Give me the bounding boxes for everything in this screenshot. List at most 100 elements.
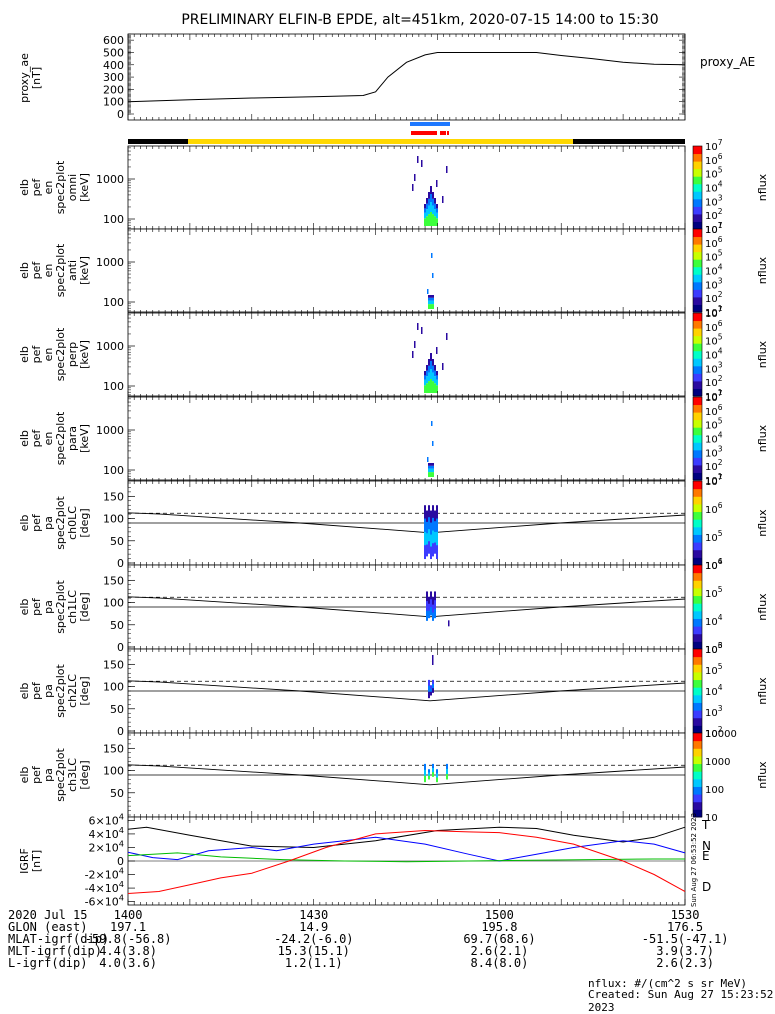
flux-pixel bbox=[428, 603, 430, 612]
colorbar-segment bbox=[693, 373, 702, 382]
flux-pixel bbox=[427, 457, 429, 462]
created-stamp: Created: Sun Aug 27 15:23:52 2023 bbox=[588, 988, 774, 1014]
ylabel-line: ch1LC bbox=[66, 590, 79, 624]
flux-pixel bbox=[432, 441, 434, 446]
colorbar-segment bbox=[693, 786, 702, 795]
flux-pixel bbox=[432, 655, 434, 665]
colorbar-segment bbox=[693, 511, 702, 520]
colorbar-segment bbox=[693, 710, 702, 719]
proxy-ae-ytick-label: 400 bbox=[103, 59, 124, 72]
flux-pixel bbox=[432, 359, 434, 366]
science-zone-bars bbox=[128, 122, 685, 144]
igrf-legend-E: E bbox=[702, 849, 710, 863]
flux-pixel bbox=[430, 468, 432, 473]
colorbar-tick-label: 103 bbox=[705, 360, 723, 375]
footer-row-value: 1400 bbox=[113, 908, 143, 922]
colorbar-segment bbox=[693, 519, 702, 528]
flux-pixel bbox=[436, 212, 438, 219]
ch1LC_pitch_angle-panel: 0 50 100 150 bbox=[103, 564, 686, 654]
flux-pixel bbox=[430, 691, 432, 696]
perp_spectrogram-panel: 100 1000 bbox=[96, 312, 686, 397]
proxy-ae-ytick-label: 300 bbox=[103, 71, 124, 84]
flux-pixel bbox=[434, 376, 436, 384]
ylabel-5: elb pef pa spec2plot ch0LC [deg] bbox=[18, 496, 91, 550]
panel-frame bbox=[127, 312, 686, 397]
flux-pixel bbox=[432, 612, 434, 621]
colorbar-tick-label: 107 bbox=[705, 138, 723, 153]
flux-pixel bbox=[430, 591, 432, 600]
ylabel-line: pa bbox=[42, 768, 55, 782]
flux-pixel bbox=[426, 370, 428, 377]
flux-pixel bbox=[432, 688, 434, 693]
colorbar-tick-label: 101 bbox=[705, 221, 723, 236]
plot-title: PRELIMINARY ELFIN-B EPDE, alt=451km, 202… bbox=[181, 12, 658, 28]
ylabel-line: [deg] bbox=[78, 760, 91, 789]
flux-pixel bbox=[432, 205, 434, 215]
flux-pixel bbox=[436, 777, 438, 783]
flux-pixel bbox=[426, 533, 428, 546]
footer-row-value: 2.6(2.3) bbox=[656, 956, 714, 970]
ylabel-line: spec2plot bbox=[54, 411, 67, 465]
colorbar-tick-label: 101 bbox=[705, 388, 723, 403]
flux-pixel bbox=[434, 510, 436, 522]
flux-pixel bbox=[432, 381, 434, 393]
flux-pixel bbox=[426, 383, 428, 393]
proxy-ae-frame bbox=[127, 33, 686, 121]
colorbar-frame bbox=[692, 312, 703, 397]
colorbar-segment bbox=[693, 542, 702, 551]
colorbar-segment bbox=[693, 702, 702, 711]
colorbar-segment bbox=[693, 801, 702, 810]
flux-pixel bbox=[427, 289, 429, 294]
flux-pixel bbox=[428, 465, 430, 469]
ytick-label: 100 bbox=[103, 213, 124, 226]
colorbar-segment bbox=[693, 296, 702, 305]
flux-pixel bbox=[436, 505, 438, 520]
colorbar-label: nflux bbox=[756, 761, 769, 789]
ytick-label: 100 bbox=[103, 513, 124, 526]
flux-pixel bbox=[426, 544, 428, 557]
flux-pixel bbox=[432, 684, 434, 689]
colorbar-label: nflux bbox=[756, 593, 769, 621]
footer-row-value: 3.9(3.7) bbox=[656, 944, 714, 958]
ytick-label: 150 bbox=[103, 490, 124, 503]
colorbar-tick-label: 10 bbox=[705, 813, 718, 824]
colorbar-tick-label: 10000 bbox=[705, 729, 737, 740]
colorbar-segment bbox=[693, 427, 702, 436]
ylabel-line: proxy_ae bbox=[18, 53, 31, 103]
colorbar-segment bbox=[693, 587, 702, 597]
flux-pixel bbox=[432, 679, 434, 685]
igrf-line-N bbox=[127, 836, 686, 862]
igrf-line-D bbox=[127, 829, 686, 894]
flux-pixel bbox=[424, 763, 426, 771]
flux-pixel bbox=[432, 763, 434, 769]
colorbar-tick-label: 101 bbox=[705, 304, 723, 319]
colorbar-segment bbox=[693, 335, 702, 344]
footer-row-label: 2020 Jul 15 bbox=[8, 908, 88, 922]
flux-pixel bbox=[428, 300, 430, 305]
colorbar-label: nflux bbox=[756, 677, 769, 705]
flux-pixel bbox=[432, 596, 434, 606]
flux-pixel bbox=[424, 204, 426, 209]
colorbar-segment bbox=[693, 365, 702, 374]
ylabel-8: elb pef pa spec2plot ch3LC [deg] bbox=[18, 748, 91, 802]
igrf-legend-D: D bbox=[702, 880, 711, 894]
ytick-label: 50 bbox=[110, 787, 124, 800]
ylabel-line: pef bbox=[30, 765, 43, 784]
flux-pixel bbox=[430, 295, 432, 298]
ytick-label: 150 bbox=[103, 658, 124, 671]
flux-pixel bbox=[432, 463, 434, 466]
flux-pixel bbox=[428, 214, 430, 226]
ylabel-6: elb pef pa spec2plot ch1LC [deg] bbox=[18, 580, 91, 634]
flux-pixel bbox=[432, 768, 434, 773]
flux-pixel bbox=[434, 383, 436, 393]
flux-pixel bbox=[424, 385, 426, 393]
flux-pixel bbox=[432, 365, 434, 373]
colorbar-tick-label: 103 bbox=[705, 276, 723, 291]
flux-pixel bbox=[436, 379, 438, 386]
footer-row-value: 197.1 bbox=[110, 920, 147, 934]
colorbar-segment bbox=[693, 183, 702, 192]
flux-pixel bbox=[434, 203, 436, 210]
proxy-ae-ytick-label: 0 bbox=[117, 108, 124, 121]
ylabel-line: elb bbox=[18, 179, 31, 196]
